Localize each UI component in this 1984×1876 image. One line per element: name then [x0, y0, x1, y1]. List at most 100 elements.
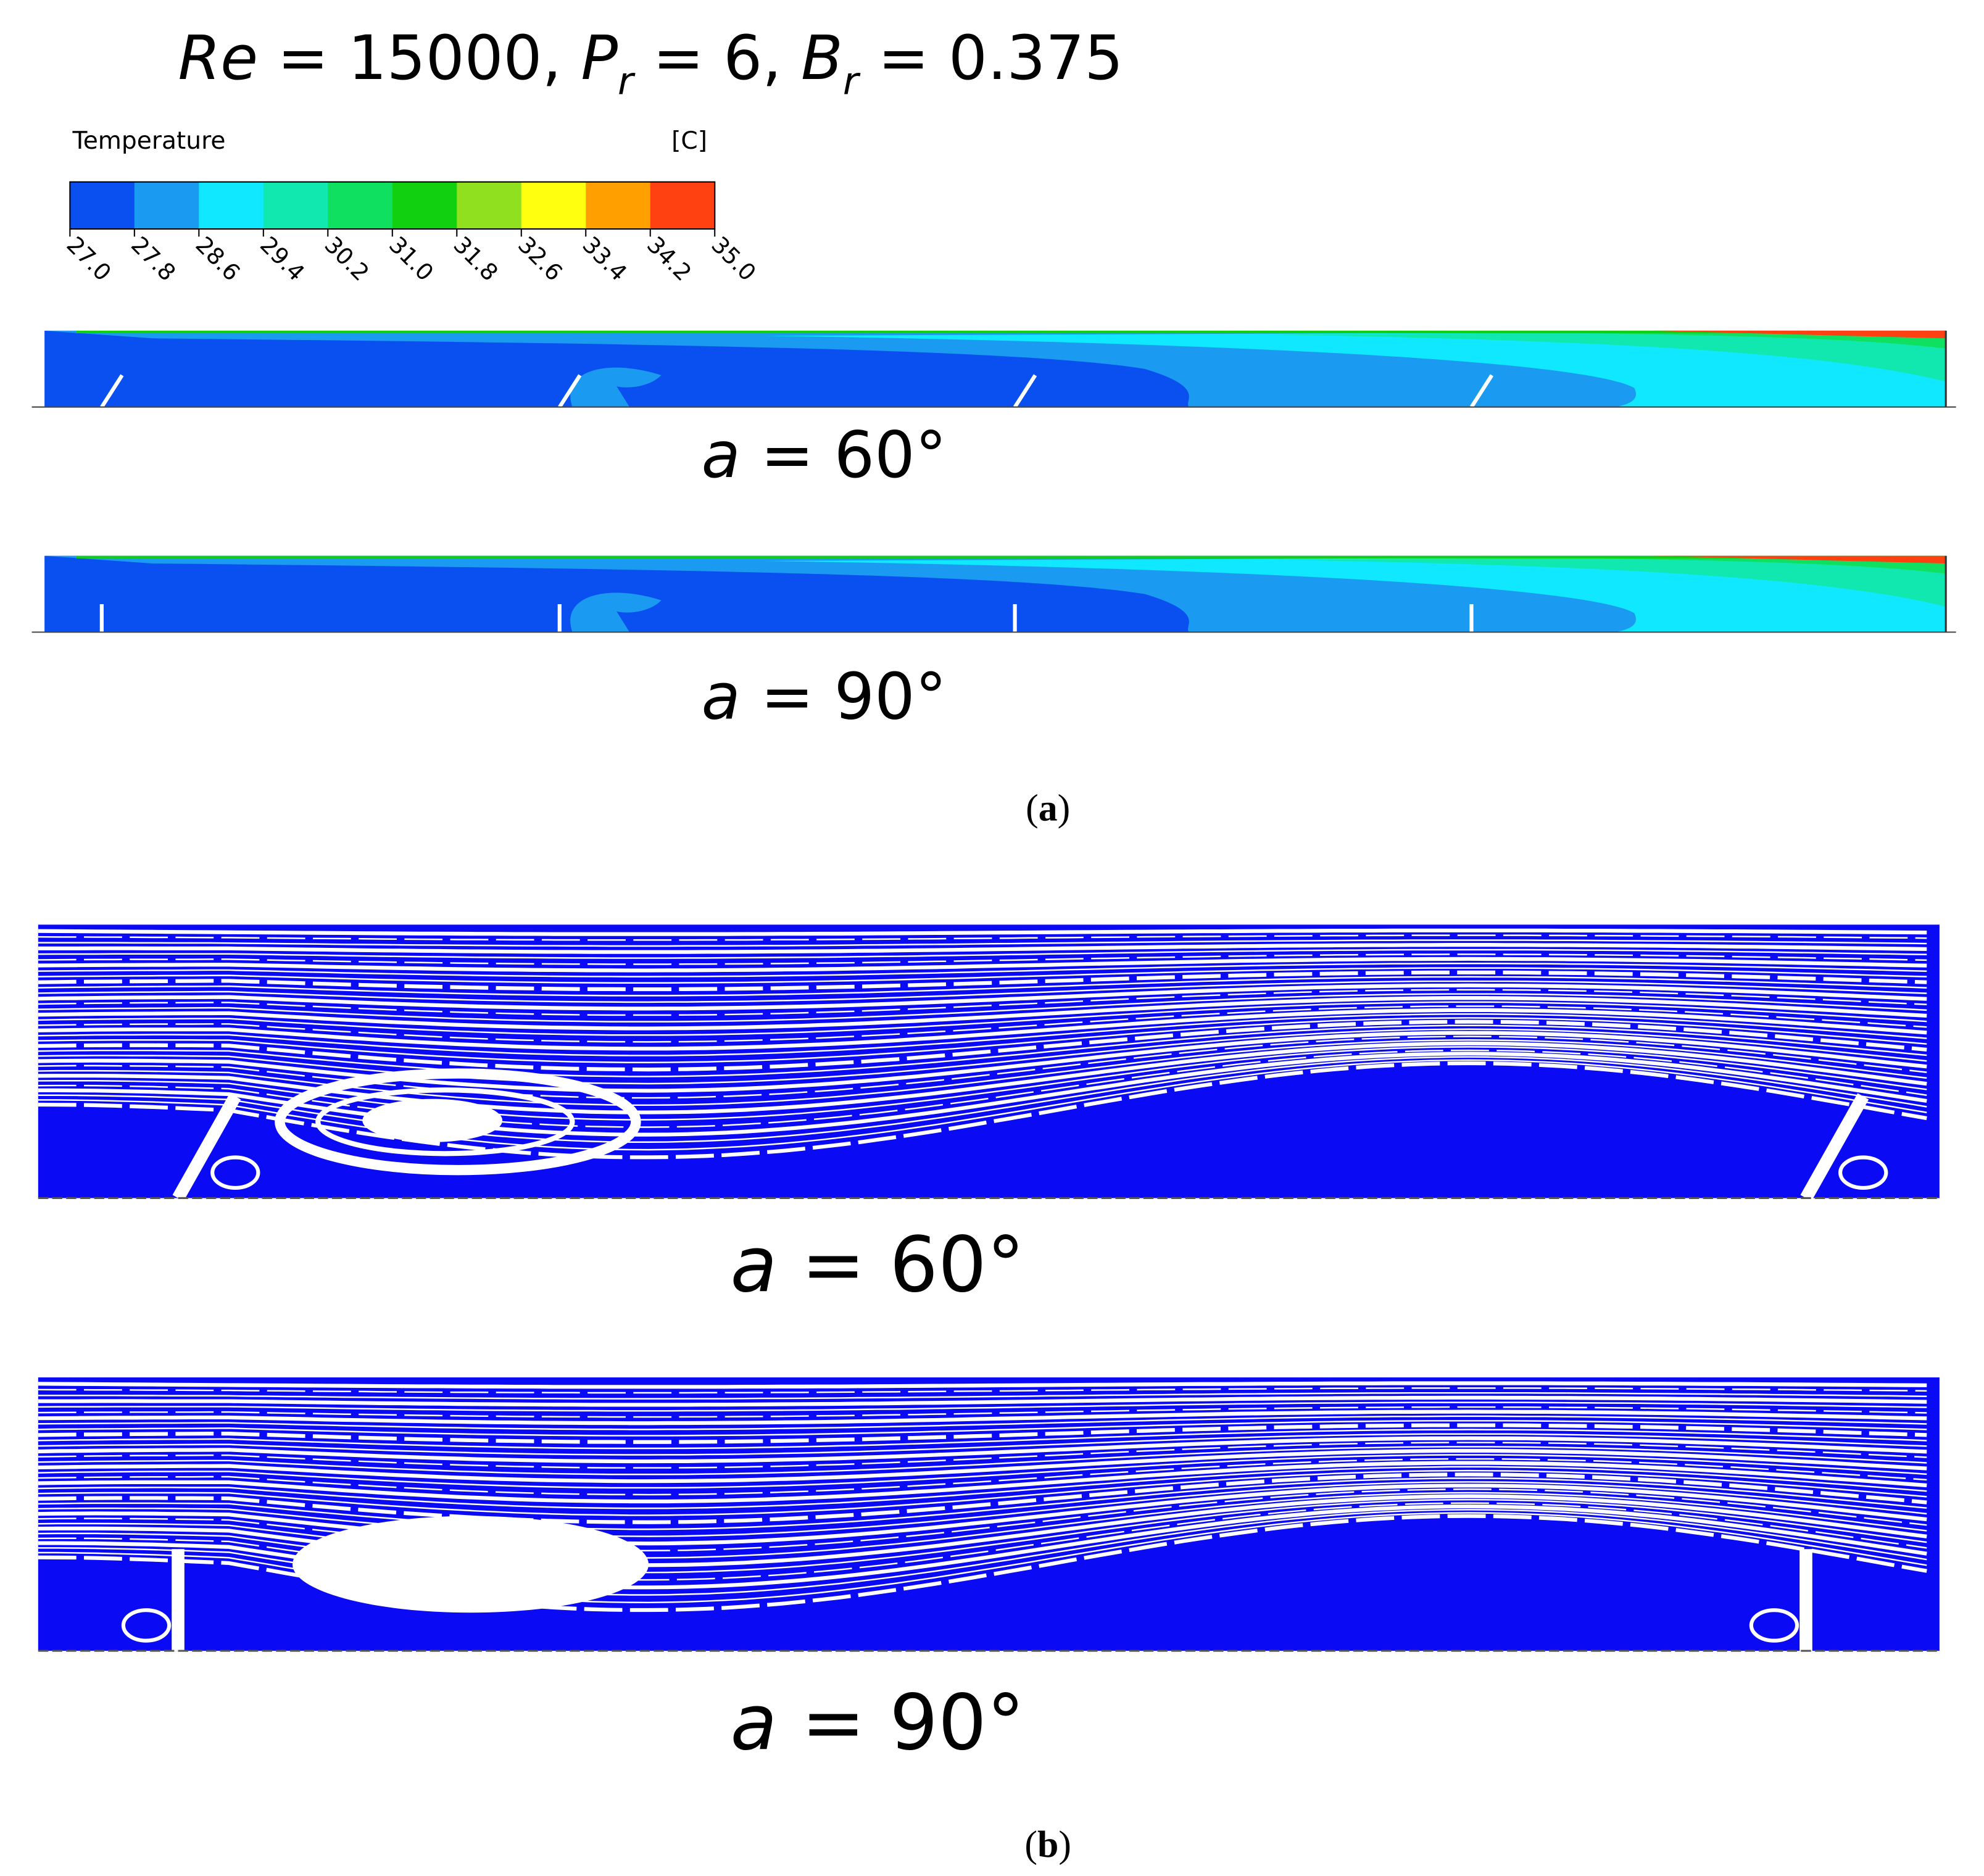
baffle: [172, 1093, 241, 1202]
streamline: [38, 989, 1927, 1016]
streamline: [38, 928, 1927, 936]
caption-part: (: [1026, 787, 1039, 829]
baffle: [1469, 374, 1494, 409]
colorbar-swatch: [328, 181, 393, 230]
streamline: [38, 1056, 1927, 1143]
streamline: [38, 953, 1927, 965]
row-label-rest: = 60°: [777, 1221, 1024, 1309]
title: Re = 15000, Pr = 6, Br = 0.375: [178, 23, 1124, 104]
colorbar-label: 33.4: [577, 231, 632, 286]
colorbar-swatch: [392, 181, 458, 230]
streamline: [38, 1013, 1927, 1056]
contour-region: [76, 555, 1946, 558]
colorbar-swatch: [650, 181, 716, 230]
row-label: a = 90°: [702, 660, 947, 734]
colorbar-label: 27.8: [126, 231, 181, 286]
colorbar-swatch: [263, 181, 329, 230]
streamline: [38, 1409, 1927, 1426]
streamline: [38, 934, 1927, 941]
colorbar-label: 31.8: [448, 231, 503, 286]
streamline: [38, 1001, 1927, 1036]
streamline: [38, 943, 1927, 954]
contour-plot: [31, 330, 1956, 409]
streamline: [38, 1401, 1927, 1412]
streamline: [38, 1415, 1927, 1430]
colorbar-swatch: [199, 181, 264, 230]
colorbar: 27.0 27.8 28.6 29.4 30.2 31.0 31.8 32.6 33.4 34.2…: [62, 181, 761, 286]
row-label-rest: = 90°: [741, 660, 947, 734]
streamline: [38, 1031, 1927, 1093]
row-label-var: a: [730, 1679, 777, 1767]
streamline: [38, 1458, 1927, 1496]
streamline: [38, 1028, 1927, 1085]
colorbar-swatch: [586, 181, 651, 230]
title-part: = 0.375: [858, 23, 1123, 94]
streamline: [38, 1446, 1927, 1475]
streamline: [38, 1059, 1927, 1151]
panel-a: a = 60°a = 90°(a): [31, 330, 1956, 829]
contour-region: [1271, 330, 1946, 382]
colorbar-swatch: [70, 181, 135, 230]
colorbar-label: 28.6: [191, 231, 246, 286]
streamline: [38, 1502, 1927, 1581]
streamline: [38, 993, 1927, 1023]
colorbar-swatch: [521, 181, 587, 230]
title-part: = 15000,: [258, 23, 581, 94]
colorbar-title: Temperature: [72, 127, 225, 155]
streamline: [38, 1433, 1927, 1456]
streamline: [38, 1024, 1927, 1077]
streamline: [38, 1454, 1927, 1489]
colorbar-swatch: [134, 181, 200, 230]
streamline: [38, 967, 1927, 984]
streamline: [38, 1061, 1927, 1160]
row-label-var: a: [730, 1221, 777, 1309]
vortex-ring: [315, 1087, 575, 1156]
streamline: [38, 1423, 1927, 1444]
caption-part: ): [1058, 787, 1071, 829]
colorbar-unit: [C]: [671, 127, 707, 155]
row-label: a = 60°: [730, 1221, 1024, 1309]
vortex-core: [293, 1516, 649, 1613]
streamline: [38, 939, 1927, 947]
streamline: [38, 1019, 1927, 1072]
caption-part: b: [1037, 1824, 1058, 1866]
streamline: [38, 976, 1927, 997]
baffle: [100, 374, 124, 409]
title-part: = 6,: [633, 23, 801, 94]
streamline: [38, 957, 1927, 973]
streamline: [38, 980, 1927, 1003]
row-label: a = 90°: [730, 1679, 1024, 1767]
streamline: [38, 1472, 1927, 1524]
title-part: r: [843, 59, 861, 104]
row-label-var: a: [702, 418, 741, 492]
title-part: Re: [178, 23, 259, 94]
baffle: [1800, 1093, 1869, 1202]
colorbar-label: 32.6: [513, 231, 568, 286]
streamline: [38, 1488, 1927, 1551]
streamline: [38, 1052, 1927, 1137]
streamline: [38, 1448, 1927, 1484]
streamline: [38, 1008, 1927, 1051]
contour-region: [763, 555, 1946, 633]
title-part: r: [618, 59, 636, 104]
colorbar-label: 30.2: [320, 231, 375, 286]
vortex-core: [362, 1098, 503, 1142]
streamline: [38, 1395, 1927, 1407]
caption-part: ): [1058, 1824, 1071, 1866]
streamline: [38, 1381, 1927, 1389]
streamline: [38, 996, 1927, 1031]
contour-plot: [31, 555, 1956, 633]
contour-region: [1653, 330, 1946, 339]
streamline: [38, 1017, 1927, 1063]
streamline: [38, 1461, 1927, 1504]
panel-caption: (a): [1026, 787, 1070, 829]
row-label-rest: = 60°: [741, 418, 947, 492]
baffle: [1013, 374, 1037, 409]
colorbar-label: 27.0: [62, 231, 117, 286]
title-part: B: [801, 23, 843, 94]
streamline: [38, 962, 1927, 977]
row-label: a = 60°: [702, 418, 947, 492]
streamline: [38, 1036, 1927, 1099]
caption-part: (: [1024, 1824, 1037, 1866]
